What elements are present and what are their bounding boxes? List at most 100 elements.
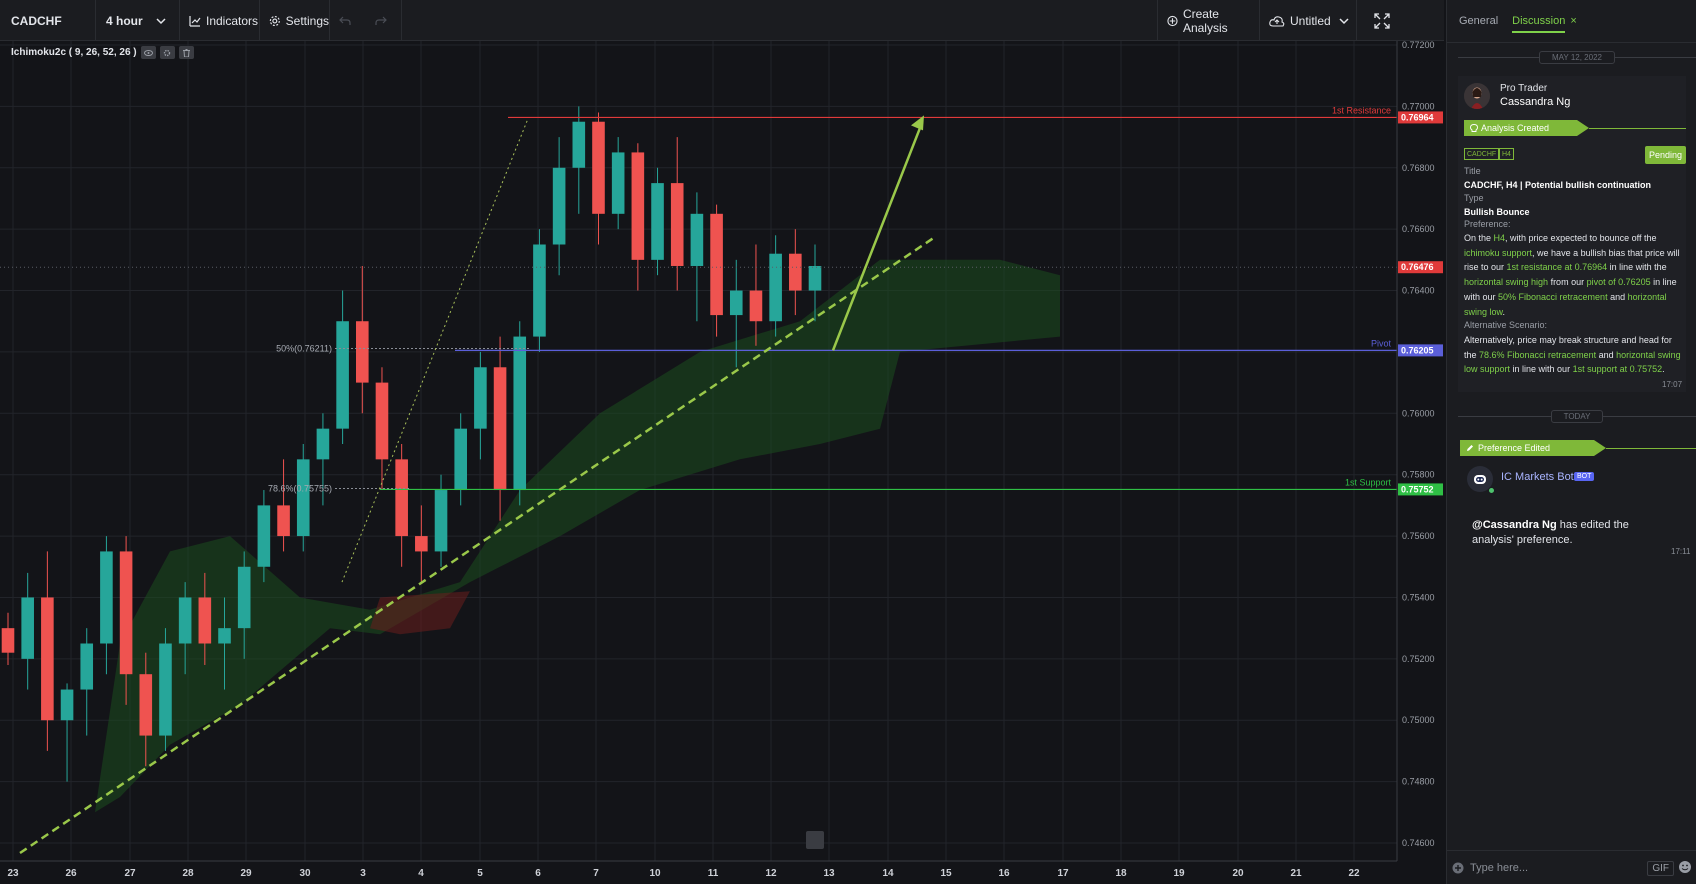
support-price-tag: [1398, 483, 1443, 496]
candle-body: [21, 597, 34, 659]
indicators-button[interactable]: Indicators: [180, 0, 260, 41]
date-tick-label: 5: [477, 868, 483, 879]
banner-rule: [1589, 128, 1686, 129]
author-name[interactable]: Cassandra Ng: [1500, 96, 1571, 108]
date-tick-label: 11: [708, 868, 719, 879]
date-tick-label: 14: [882, 868, 894, 879]
candle-body: [139, 674, 153, 736]
bot-message-text: has edited the analysis' preference.: [1472, 519, 1629, 546]
fib-trend-line: [341, 118, 529, 583]
bot-icon: [1474, 475, 1486, 484]
tab-general[interactable]: General: [1459, 15, 1499, 27]
date-tick-label: 4: [418, 868, 424, 879]
banner-label: Preference Edited: [1478, 443, 1551, 453]
price-tick-label: 0.77000: [1402, 101, 1435, 111]
candle-body: [41, 597, 54, 721]
bot-message: @Cassandra Ng has edited the analysis' p…: [1472, 518, 1672, 548]
candle-body: [198, 597, 212, 644]
date-tick-label: 10: [649, 868, 661, 879]
candle-body: [454, 428, 468, 491]
candle-body: [237, 566, 251, 629]
type-label: Type: [1464, 193, 1484, 203]
price-tick-label: 0.75400: [1402, 592, 1435, 602]
author-role: Pro Trader: [1500, 83, 1548, 94]
projection-arrow-head: [911, 115, 924, 131]
support-label: 1st Support: [1345, 477, 1392, 487]
candles: [1, 106, 822, 782]
plus-circle-icon: [1167, 15, 1178, 26]
price-tick-label: 0.75600: [1402, 531, 1435, 541]
price-tick-label: 0.76000: [1402, 408, 1435, 418]
message-input[interactable]: [1470, 861, 1650, 874]
date-tick-label: 23: [7, 868, 19, 879]
message-time: 17:11: [1671, 547, 1691, 556]
ichimoku-cloud-bear: [370, 591, 470, 635]
tab-discussion[interactable]: Discussion: [1512, 15, 1566, 33]
lock-icon: [806, 831, 824, 849]
date-separator: MAY 12, 2022: [1458, 50, 1696, 64]
avatar[interactable]: [1464, 83, 1490, 109]
candle-body: [296, 459, 310, 537]
candle-body: [80, 643, 94, 690]
undo-icon[interactable]: [339, 16, 351, 26]
fib-786-label: 78.6%(0.75755): [268, 484, 332, 494]
alternative-label: Alternative Scenario:: [1464, 320, 1548, 330]
symbol-selector[interactable]: CADCHF: [0, 0, 96, 41]
create-analysis-button[interactable]: Create Analysis: [1157, 0, 1260, 41]
gear-icon[interactable]: [159, 46, 175, 59]
settings-button[interactable]: Settings: [260, 0, 330, 41]
redo-icon[interactable]: [375, 16, 387, 26]
title-label: Title: [1464, 166, 1481, 176]
title-value: CADCHF, H4 | Potential bullish continuat…: [1464, 180, 1652, 190]
candle-body: [533, 244, 546, 337]
fullscreen-button[interactable]: [1357, 0, 1411, 41]
fib-50-label: 50%(0.76211): [276, 344, 332, 354]
candle-body: [493, 367, 507, 491]
preference-edited-banner: Preference Edited: [1460, 440, 1606, 456]
plus-circle-icon[interactable]: [1452, 862, 1464, 874]
resistance-price-tag: [1398, 111, 1443, 124]
price-tick-label: 0.76600: [1402, 224, 1435, 234]
eye-icon[interactable]: [140, 46, 156, 59]
date-tick-label: 27: [124, 868, 136, 879]
analysis-created-banner: Analysis Created: [1464, 120, 1589, 136]
chevron-down-icon: [1339, 17, 1349, 24]
candle-body: [336, 321, 349, 429]
timeframe-selector[interactable]: 4 hour: [96, 0, 180, 41]
ichimoku-cloud-bull: [95, 259, 1060, 813]
projection-arrow-line: [831, 124, 923, 351]
timeframe-label: 4 hour: [106, 13, 143, 28]
current-price-tag: [1398, 261, 1443, 274]
user-mention[interactable]: @Cassandra Ng: [1472, 519, 1557, 531]
chart-grid: [0, 41, 1397, 861]
candle-body: [415, 536, 428, 552]
layout-selector[interactable]: Untitled: [1260, 0, 1357, 41]
drawings: 1st Resistance Pivot 1st Support 50%(0.7621…: [0, 105, 1397, 855]
candle-body: [395, 459, 408, 537]
price-axis: 0.77200 0.77000 0.76800 0.76600 0.76400 0.762…: [1396, 41, 1444, 884]
date-label: TODAY: [1550, 409, 1604, 423]
candle-body: [355, 321, 369, 383]
candle-body: [316, 428, 330, 460]
date-tick-label: 12: [765, 868, 777, 879]
chart-toolbar: CADCHF 4 hour Indicators Settings Create…: [0, 0, 1444, 41]
panel-tabs: General Discussion ×: [1447, 0, 1696, 43]
pivot-label: Pivot: [1371, 338, 1392, 348]
price-chart[interactable]: 1st Resistance Pivot 1st Support 50%(0.7621…: [0, 41, 1444, 884]
gif-button[interactable]: GIF: [1647, 861, 1674, 876]
date-axis: 23 26 27 28 29 30 3 4 5 6 7 10 11 12 13 14 15 16 17 18 19 20 2…: [0, 860, 1397, 879]
bot-name[interactable]: IC Markets Bot: [1501, 471, 1574, 483]
candle-body: [808, 265, 822, 291]
date-tick-label: 13: [823, 868, 835, 879]
fullscreen-icon: [1373, 12, 1390, 29]
close-icon[interactable]: ×: [1570, 15, 1577, 27]
chart-canvas[interactable]: 1st Resistance Pivot 1st Support 50%(0.7621…: [0, 41, 1444, 884]
undo-redo-group: [330, 0, 402, 41]
layout-label: Untitled: [1290, 13, 1331, 28]
candle-body: [513, 336, 527, 491]
emoji-icon[interactable]: [1678, 860, 1692, 874]
trash-icon[interactable]: [178, 46, 194, 59]
candle-body: [474, 367, 487, 429]
online-indicator: [1488, 487, 1495, 494]
date-tick-label: 17: [1057, 868, 1069, 879]
